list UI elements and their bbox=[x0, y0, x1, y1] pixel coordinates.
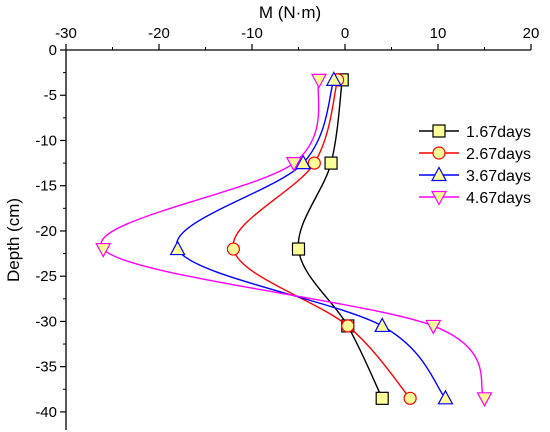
data-point bbox=[291, 242, 306, 256]
y-tick-label: -20 bbox=[35, 223, 57, 240]
data-point bbox=[375, 391, 389, 405]
legend-item: 2.67days bbox=[419, 146, 531, 163]
legend-label: 1.67days bbox=[466, 124, 531, 141]
legend-marker bbox=[430, 190, 448, 206]
legend-marker bbox=[432, 124, 446, 138]
data-point bbox=[341, 319, 355, 333]
series-line bbox=[297, 79, 383, 399]
y-tick-label: -35 bbox=[35, 359, 57, 376]
data-point bbox=[310, 73, 327, 89]
legend: 1.67days 2.67days 3.67days 4.67days bbox=[419, 124, 531, 207]
legend-marker bbox=[432, 146, 446, 160]
legend-label: 3.67days bbox=[466, 168, 531, 185]
x-axis-title: M (N·m) bbox=[259, 3, 321, 22]
y-tick-label: -5 bbox=[44, 87, 57, 104]
legend-marker bbox=[430, 166, 448, 182]
data-point bbox=[476, 392, 493, 408]
x-axis: -30 -20 -10 0 10 20 bbox=[55, 25, 539, 50]
data-point bbox=[226, 242, 240, 256]
y-tick-label: 0 bbox=[49, 42, 57, 59]
legend-item: 4.67days bbox=[419, 190, 531, 207]
series-1-67days bbox=[291, 73, 389, 405]
series-line bbox=[175, 79, 446, 399]
data-point bbox=[285, 156, 302, 172]
y-axis-title: Depth (cm) bbox=[4, 198, 23, 282]
data-point bbox=[403, 391, 417, 405]
data-point bbox=[325, 71, 342, 86]
legend-item: 1.67days bbox=[419, 124, 531, 141]
x-tick-label: -30 bbox=[55, 25, 77, 42]
series-3-67days bbox=[169, 71, 454, 405]
data-point bbox=[95, 242, 112, 258]
y-tick-label: -15 bbox=[35, 178, 57, 195]
data-point bbox=[307, 156, 321, 170]
legend-item: 3.67days bbox=[419, 166, 531, 185]
data-point bbox=[324, 156, 338, 170]
legend-label: 4.67days bbox=[466, 190, 531, 207]
y-tick-label: -40 bbox=[35, 404, 57, 421]
x-tick-label: -10 bbox=[241, 25, 263, 42]
y-tick-label: -25 bbox=[35, 268, 57, 285]
series-line bbox=[232, 79, 411, 399]
data-point bbox=[169, 240, 186, 256]
y-axis: 0 -5 -10 -15 -20 -25 -30 -35 -40 bbox=[35, 42, 66, 421]
x-tick-label: 20 bbox=[523, 25, 540, 42]
series-2-67days bbox=[226, 73, 417, 405]
x-tick-label: 10 bbox=[430, 25, 447, 42]
legend-label: 2.67days bbox=[466, 146, 531, 163]
data-point bbox=[425, 319, 442, 335]
data-point bbox=[437, 389, 454, 405]
x-tick-label: 0 bbox=[341, 25, 349, 42]
data-point bbox=[295, 154, 312, 170]
series-4-67days bbox=[95, 73, 493, 408]
y-tick-label: -10 bbox=[35, 132, 57, 149]
x-tick-label: -20 bbox=[148, 25, 170, 42]
y-tick-label: -30 bbox=[35, 313, 57, 330]
series-line bbox=[100, 79, 486, 399]
data-point bbox=[374, 317, 391, 333]
series-layer bbox=[95, 71, 493, 408]
